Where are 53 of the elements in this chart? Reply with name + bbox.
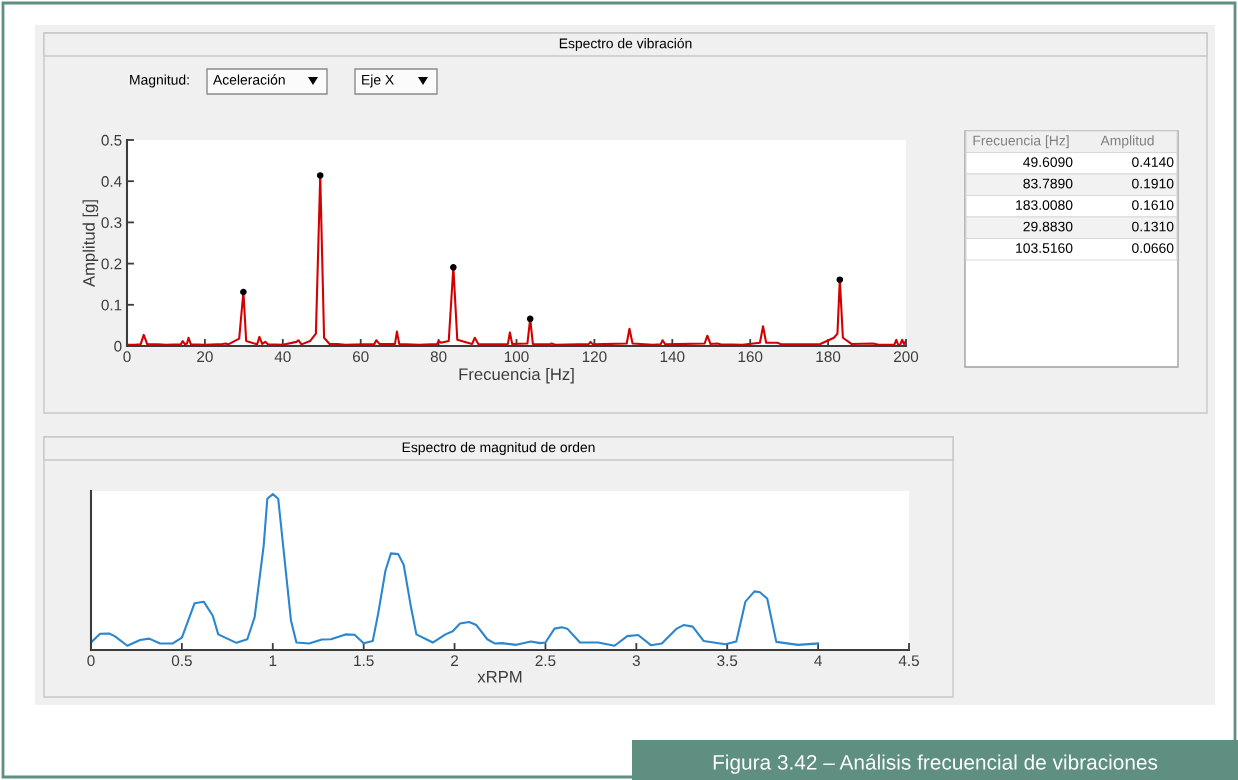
x-tick-label: 4 [814, 655, 822, 666]
point [450, 264, 457, 271]
text: 0.0660 [1132, 243, 1174, 253]
x-tick-label: 80 [430, 351, 447, 363]
y-tick-label: 0.1 [101, 299, 122, 311]
text: 0.1910 [1132, 178, 1174, 189]
x-axis-title: xRPM [477, 671, 522, 683]
text: Frecuencia [Hz] [973, 135, 1069, 149]
x-tick-label: 100 [504, 351, 529, 363]
x-tick-label: 3.5 [717, 655, 738, 667]
x-axis-title: Frecuencia [Hz] [459, 367, 574, 384]
chart-title: Espectro de vibración [559, 37, 692, 52]
text: Magnitud: [130, 74, 189, 88]
x-tick-label: 160 [738, 351, 763, 363]
point [316, 172, 324, 179]
text: 103.5160 [1016, 243, 1073, 253]
x-tick-label: 40 [274, 351, 291, 363]
text: Aceleración [213, 74, 285, 85]
text: Eje X [362, 74, 394, 88]
y-tick-label: 0.3 [101, 217, 122, 229]
text: Amplitud [1100, 135, 1154, 149]
point [240, 288, 247, 296]
x-tick-label: 1 [269, 655, 277, 666]
x-tick-label: 180 [816, 351, 841, 363]
x-tick-label: 4.5 [898, 655, 919, 667]
y-axis-title: Amplitud [g] [82, 200, 99, 287]
text: 29.8830 [1023, 221, 1073, 232]
point [836, 276, 844, 283]
text: 49.6090 [1023, 157, 1073, 167]
text: 83.7890 [1023, 178, 1073, 189]
x-tick-label: 3 [632, 655, 640, 667]
text: Figura 3.42 – Análisis frecuencial de vibraciones [713, 754, 1158, 774]
y-tick-label: 0.2 [101, 258, 122, 270]
x-tick-label: 1.5 [354, 655, 374, 667]
text: 0.1610 [1132, 200, 1174, 210]
text: 183.0080 [1016, 200, 1073, 210]
text: 0.4140 [1132, 157, 1174, 167]
y-tick-label: 0.5 [101, 134, 122, 146]
x-tick-label: 0 [87, 655, 95, 667]
x-tick-label: 140 [660, 351, 685, 363]
y-tick-label: 0 [114, 340, 122, 352]
text: 0.1310 [1132, 221, 1174, 232]
x-tick-label: 60 [352, 351, 369, 363]
x-tick-label: 120 [582, 351, 607, 363]
x-tick-label: 200 [894, 351, 919, 363]
y-tick-label: 0.4 [101, 176, 122, 187]
chart-title: Espectro de magnitud de orden [402, 442, 595, 455]
x-tick-label: 2 [451, 655, 459, 666]
x-tick-label: 2.5 [535, 655, 556, 667]
point [526, 315, 534, 323]
x-tick-label: 0 [123, 351, 131, 363]
x-tick-label: 20 [197, 351, 213, 363]
x-tick-label: 0.5 [171, 655, 192, 667]
